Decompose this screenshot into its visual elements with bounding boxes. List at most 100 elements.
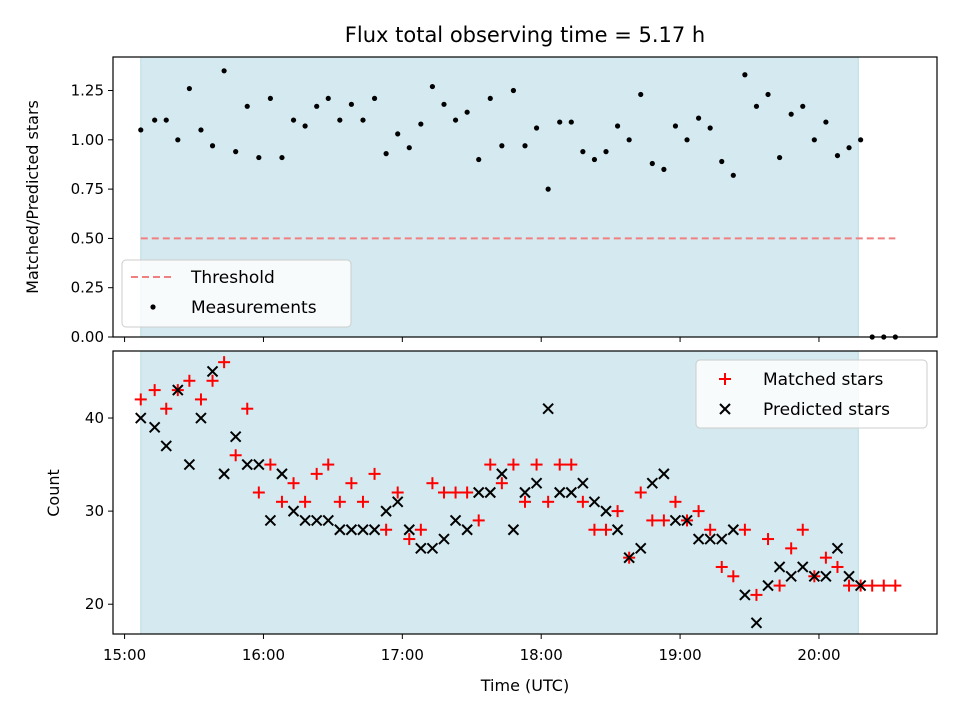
predicted-star-stroke [635, 542, 647, 555]
legend-matched-swatch [719, 373, 731, 385]
predicted-star-stroke [276, 468, 288, 480]
predicted-star-point [229, 430, 242, 443]
matched-star-point [264, 458, 277, 471]
predicted-star-stroke [692, 533, 705, 545]
predicted-star-stroke [681, 514, 693, 527]
predicted-star-point [334, 524, 346, 536]
measurement-point [418, 121, 424, 127]
measurement-point [533, 125, 540, 131]
predicted-star-stroke [820, 570, 832, 582]
matched-star-point [449, 486, 462, 499]
ratio-legend: Threshold Measurements [121, 259, 352, 328]
predicted-star-point [750, 617, 763, 629]
measurement-point [522, 143, 528, 149]
predicted-star-stroke [206, 365, 219, 378]
x-axis-title: Time (UTC) [480, 676, 569, 695]
predicted-star-stroke [287, 505, 300, 517]
predicted-star-point [692, 533, 705, 545]
predicted-star-stroke [403, 524, 415, 536]
matched-star-point [877, 579, 890, 592]
matched-star-point [229, 449, 242, 462]
predicted-star-stroke [785, 570, 797, 582]
matched-star-point [750, 588, 763, 601]
measurement-point [476, 156, 482, 163]
count-plot-frame [112, 350, 938, 635]
predicted-star-stroke [704, 533, 716, 545]
predicted-star-point [473, 486, 485, 499]
measurement-point [487, 95, 493, 102]
predicted-star-point [391, 496, 404, 508]
predicted-star-point [554, 486, 566, 499]
matched-star-point [403, 533, 416, 546]
matched-star-point [345, 477, 358, 490]
matched-star-point [206, 374, 219, 387]
predicted-star-point [773, 561, 786, 573]
measurement-point [302, 123, 308, 129]
matched-star-point [843, 579, 856, 592]
matched-star-point [866, 579, 879, 592]
matched-star-point [553, 458, 566, 471]
predicted-star-point [241, 458, 253, 471]
predicted-star-stroke [611, 524, 624, 536]
y-tick-label: 1.00 [71, 131, 104, 149]
predicted-star-stroke [310, 514, 323, 527]
predicted-star-point [611, 524, 624, 536]
y-tick-label: 0.50 [71, 229, 104, 247]
predicted-star-point [172, 384, 184, 396]
measurement-point [846, 145, 852, 151]
measurement-point [591, 156, 598, 163]
measurement-point [649, 160, 655, 167]
predicted-star-point [438, 533, 450, 545]
y-tick-label: 30 [85, 502, 104, 520]
y-axis-ticks: 0.00 0.25 0.50 0.75 1.00 1.25 [71, 82, 113, 346]
predicted-star-stroke [623, 551, 635, 564]
y-tick-label: 0.00 [71, 328, 104, 346]
measurement-point [395, 131, 401, 137]
matched-star-point [368, 467, 381, 480]
matched-star-point [785, 542, 798, 555]
matched-star-point [287, 477, 300, 490]
matched-star-point [380, 523, 393, 536]
predicted-star-stroke [172, 384, 184, 396]
matched-star-point [831, 560, 844, 573]
predicted-star-stroke [542, 403, 554, 415]
predicted-star-stroke [334, 524, 346, 536]
predicted-star-stroke [669, 514, 682, 527]
x-tick-label: 19:00 [658, 646, 701, 664]
measurement-point [209, 143, 216, 149]
matched-star-point [507, 458, 520, 471]
measurement-point [279, 154, 285, 161]
measurement-point [221, 68, 227, 74]
y-axis-ticks: 20 30 40 [85, 409, 113, 613]
matched-star-point [437, 486, 450, 499]
predicted-star-point [496, 468, 508, 480]
measurement-point [707, 125, 713, 131]
measurement-point [777, 154, 783, 161]
predicted-star-stroke [530, 477, 543, 489]
x-tick-label: 16:00 [242, 646, 285, 664]
predicted-star-stroke [739, 589, 751, 601]
predicted-star-stroke [218, 468, 230, 480]
x-tick-label: 15:00 [103, 646, 146, 664]
measurement-point [603, 149, 609, 155]
ratio-panel: Flux total observing time = 5.17 h 0.000… [23, 23, 938, 346]
matched-star-point [194, 393, 207, 406]
predicted-star-stroke [577, 477, 589, 489]
predicted-star-point [195, 412, 207, 424]
y-tick-label: 0.75 [71, 180, 104, 198]
count-legend: Matched stars Predicted stars [695, 359, 928, 429]
predicted-star-point [623, 551, 635, 564]
predicted-star-stroke [357, 524, 369, 536]
predicted-star-point [276, 468, 288, 480]
measurement-point [545, 186, 551, 192]
matched-star-point [762, 533, 775, 546]
measurement-point [244, 103, 250, 109]
predicted-star-point [588, 496, 601, 508]
matched-star-point [391, 486, 404, 499]
measurement-point [290, 117, 297, 123]
measurement-point [348, 101, 355, 107]
predicted-star-stroke [368, 524, 381, 536]
predicted-star-point [253, 458, 265, 471]
matched-star-point [773, 579, 786, 592]
measurement-point [626, 137, 632, 143]
